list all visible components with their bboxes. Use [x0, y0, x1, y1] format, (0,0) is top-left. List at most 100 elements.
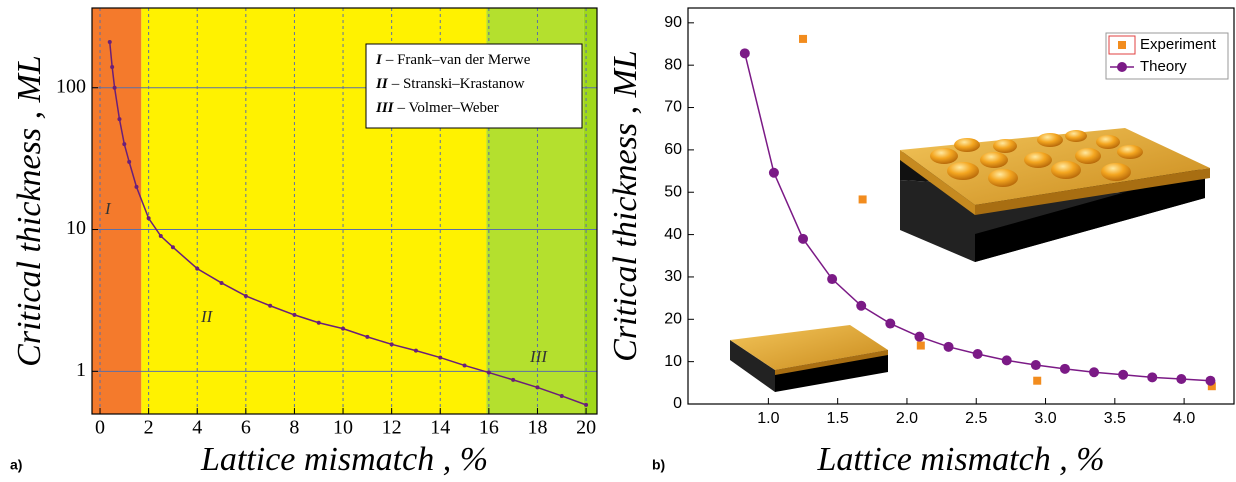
x-tick-label: 2.5	[965, 410, 987, 427]
marker	[107, 40, 112, 45]
legend-marker	[1118, 41, 1126, 49]
slab-edge	[775, 350, 888, 375]
slab-side	[975, 170, 1205, 262]
y-tick-label: 40	[664, 226, 682, 243]
marker	[1207, 382, 1216, 391]
slab-side	[775, 350, 888, 392]
inset-large	[900, 128, 1210, 262]
y-axis-title: Critical thickness , ML	[11, 55, 48, 367]
panel-label: a)	[10, 457, 22, 473]
legend-box	[365, 43, 583, 129]
x-tick-label: 14	[430, 417, 450, 439]
marker	[858, 195, 867, 204]
marker	[292, 312, 297, 317]
marker	[438, 355, 443, 360]
legend-text: – Stranski–Krastanow	[391, 76, 525, 92]
marker	[243, 293, 248, 298]
y-axis-title: Critical thickness , ML	[607, 50, 644, 362]
marker	[1001, 355, 1012, 366]
y-tick-label: 90	[664, 14, 682, 31]
marker	[110, 65, 115, 70]
legend-label: Theory	[1140, 58, 1187, 75]
marker	[739, 48, 750, 59]
marker	[1089, 367, 1100, 378]
marker	[559, 393, 564, 398]
legend-marker	[1117, 62, 1127, 72]
marker	[316, 320, 321, 325]
marker	[885, 318, 896, 329]
marker	[1176, 374, 1187, 385]
marker	[972, 349, 983, 360]
slab-edge	[975, 168, 1210, 215]
legend-box	[1105, 32, 1229, 80]
marker	[1118, 369, 1129, 380]
x-tick-label: 12	[382, 417, 402, 439]
marker	[341, 326, 346, 331]
slab-side	[730, 340, 775, 392]
x-tick-label: 16	[479, 417, 499, 439]
region-label: I	[104, 199, 112, 218]
marker	[1059, 363, 1070, 374]
marker	[112, 85, 117, 90]
slab-top	[730, 325, 888, 370]
legend-entry: I – Frank–van der Merwe	[375, 52, 531, 68]
marker	[486, 370, 491, 375]
marker	[127, 159, 132, 164]
marker	[798, 233, 809, 244]
marker	[799, 34, 808, 43]
x-tick-label: 2	[144, 417, 154, 439]
marker	[268, 303, 273, 308]
y-tick-label: 0	[673, 395, 682, 412]
marker	[916, 341, 925, 350]
y-tick-label: 10	[66, 217, 86, 239]
plot-frame	[687, 7, 1235, 405]
region	[583, 8, 597, 414]
marker	[856, 300, 867, 311]
legend-text: – Frank–van der Merwe	[385, 52, 531, 68]
marker	[170, 245, 175, 250]
x-tick-label: 4	[192, 417, 202, 439]
legend-numeral: III	[375, 100, 395, 116]
y-tick-label: 70	[664, 99, 682, 116]
marker	[768, 167, 779, 178]
marker	[389, 342, 394, 347]
legend-numeral: II	[375, 76, 389, 92]
y-tick-label: 50	[664, 183, 682, 200]
legend-text: – Volmer–Weber	[397, 100, 499, 116]
y-tick-label: 10	[664, 353, 682, 370]
marker	[1205, 375, 1216, 386]
legend-swatch-frame	[1108, 35, 1136, 55]
x-tick-label: 18	[527, 417, 547, 439]
y-tick-label: 100	[56, 75, 86, 97]
marker	[827, 274, 838, 285]
x-axis-title: Lattice mismatch , %	[200, 441, 488, 478]
legend-entry: III – Volmer–Weber	[375, 100, 499, 116]
marker	[1147, 372, 1158, 383]
region-label: II	[200, 307, 214, 326]
marker	[1030, 360, 1041, 371]
x-axis-title: Lattice mismatch , %	[816, 441, 1104, 478]
marker	[943, 341, 954, 352]
x-tick-label: 0	[95, 417, 105, 439]
inset-small	[730, 325, 888, 392]
x-tick-label: 2.0	[896, 410, 918, 427]
x-tick-label: 1.0	[757, 410, 779, 427]
y-tick-label: 20	[664, 311, 682, 328]
marker	[413, 348, 418, 353]
x-tick-label: 10	[333, 417, 353, 439]
y-tick-label: 30	[664, 268, 682, 285]
plot-frame	[91, 7, 598, 415]
marker	[535, 385, 540, 390]
y-tick-label: 80	[664, 56, 682, 73]
y-tick-label: 1	[76, 359, 86, 381]
marker	[117, 117, 122, 122]
x-tick-label: 3.0	[1034, 410, 1056, 427]
marker	[158, 234, 163, 239]
marker	[146, 216, 151, 221]
marker	[1033, 376, 1042, 385]
x-tick-label: 4.0	[1173, 410, 1195, 427]
